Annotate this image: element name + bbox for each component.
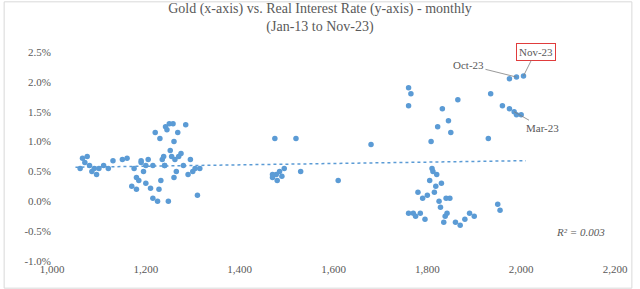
svg-text:-1.0%: -1.0% bbox=[24, 255, 51, 267]
svg-text:1.0%: 1.0% bbox=[28, 135, 51, 147]
svg-text:0.0%: 0.0% bbox=[28, 195, 51, 207]
svg-text:-0.5%: -0.5% bbox=[24, 225, 51, 237]
svg-text:1,200: 1,200 bbox=[133, 263, 158, 275]
svg-text:Gold (x-axis) vs. Real Interes: Gold (x-axis) vs. Real Interest Rate (y-… bbox=[168, 1, 472, 35]
svg-text:R² = 0.003: R² = 0.003 bbox=[556, 226, 605, 238]
svg-text:Oct-23: Oct-23 bbox=[453, 59, 484, 71]
svg-text:2,000: 2,000 bbox=[509, 263, 534, 275]
svg-text:1.5%: 1.5% bbox=[28, 106, 51, 118]
svg-text:2.5%: 2.5% bbox=[28, 46, 51, 58]
svg-text:Mar-23: Mar-23 bbox=[526, 122, 559, 134]
svg-text:1,800: 1,800 bbox=[415, 263, 440, 275]
svg-text:Nov-23: Nov-23 bbox=[519, 46, 553, 58]
svg-text:0.5%: 0.5% bbox=[28, 165, 51, 177]
svg-text:1,600: 1,600 bbox=[321, 263, 346, 275]
svg-text:1,400: 1,400 bbox=[227, 263, 252, 275]
svg-text:2,200: 2,200 bbox=[603, 263, 628, 275]
svg-text:1,000: 1,000 bbox=[40, 263, 65, 275]
svg-text:2.0%: 2.0% bbox=[28, 76, 51, 88]
